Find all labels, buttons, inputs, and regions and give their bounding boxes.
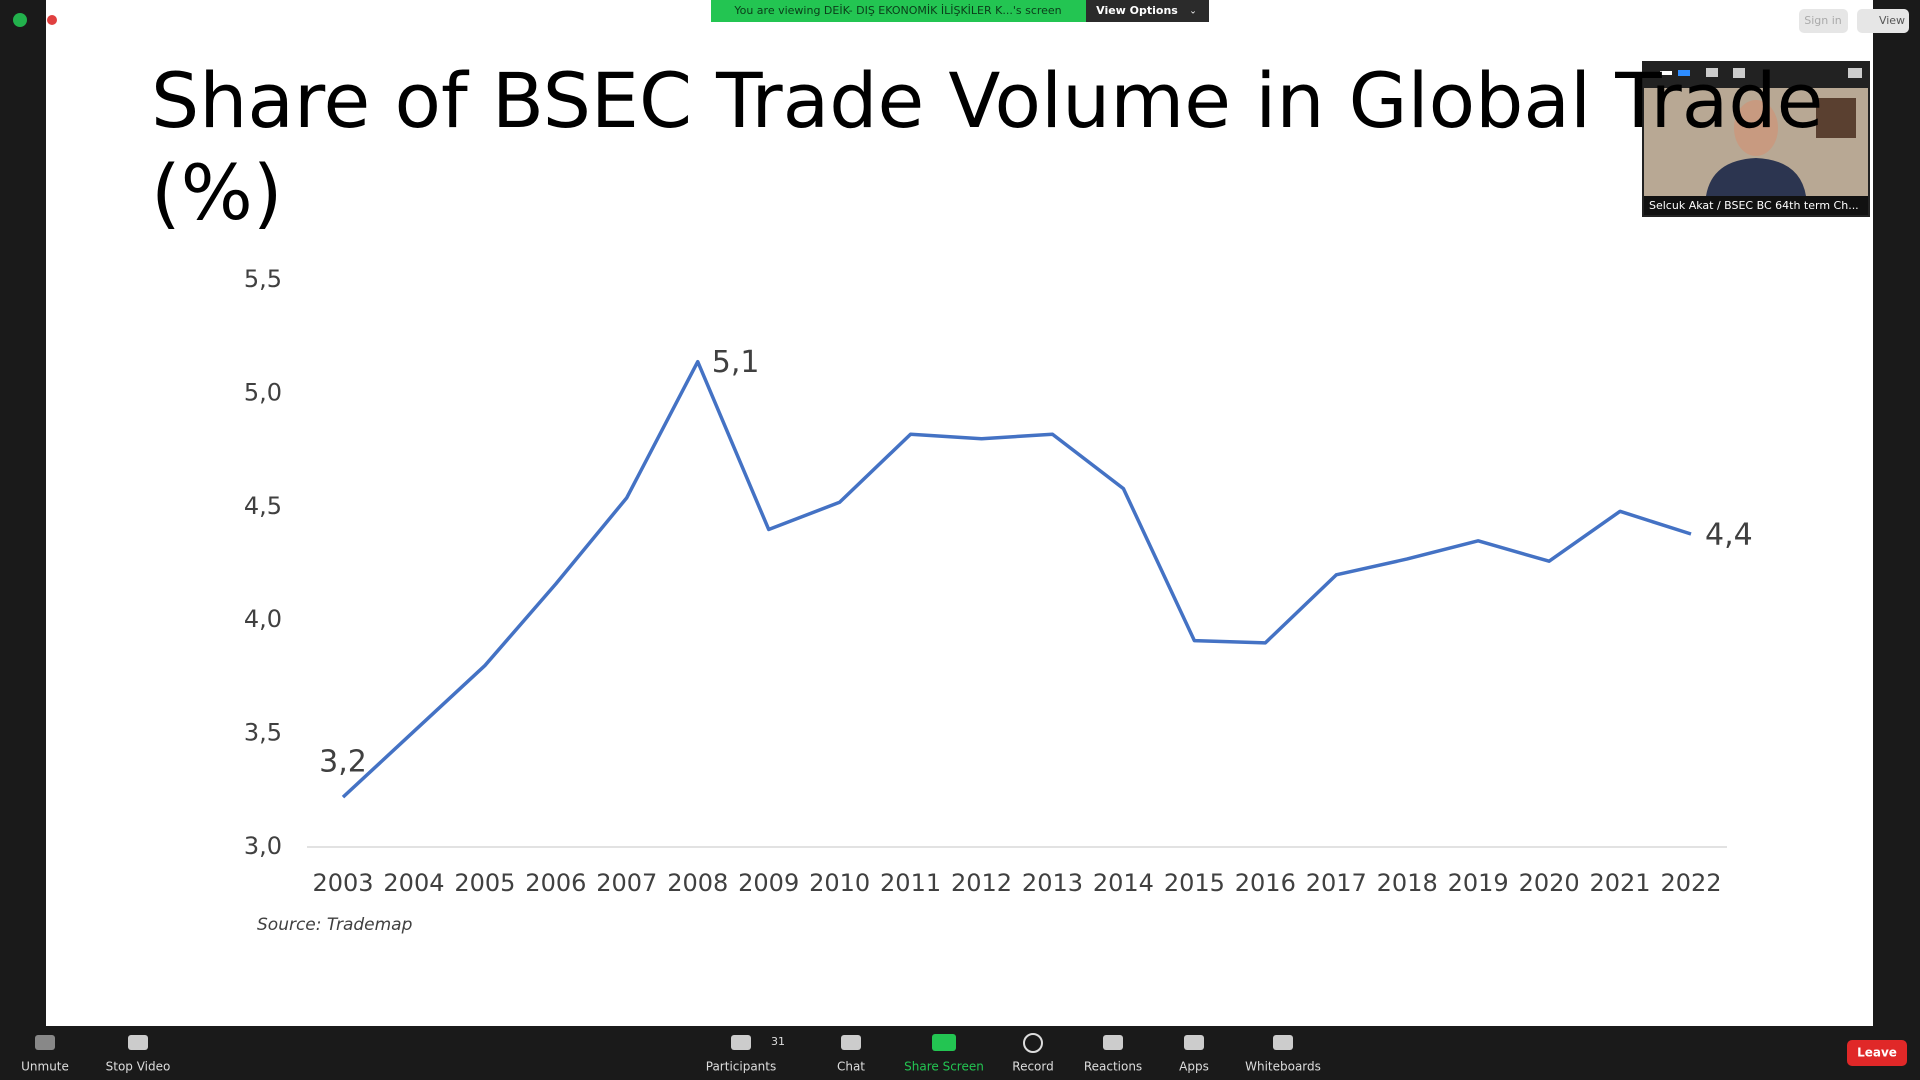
video-ctrl xyxy=(1660,71,1672,75)
leave-label[interactable]: Leave xyxy=(1857,1046,1897,1060)
data-label: 3,2 xyxy=(319,745,367,780)
toolbar-icon[interactable] xyxy=(1273,1035,1293,1050)
security-icon xyxy=(13,13,27,27)
toolbar-label[interactable]: Record xyxy=(1012,1060,1053,1074)
chart-title: Share of BSEC Trade Volume in Global Tra… xyxy=(151,56,1823,145)
x-tick-label: 2015 xyxy=(1164,869,1225,897)
toolbar-label[interactable]: Stop Video xyxy=(106,1060,171,1074)
sign-in-button[interactable] xyxy=(1799,9,1848,33)
video-ctrl xyxy=(1678,70,1690,76)
x-tick-label: 2020 xyxy=(1519,869,1580,897)
view-button[interactable] xyxy=(1857,9,1909,33)
y-tick-label: 4,0 xyxy=(244,605,282,633)
toolbar-label[interactable]: Apps xyxy=(1179,1060,1209,1074)
source-note: Source: Trademap xyxy=(257,915,413,935)
plot: 3,0 3,5 4,0 4,5 5,0 5,5 2003 2004 2005 2006 2007 20… xyxy=(244,265,1753,897)
toolbar-icon[interactable] xyxy=(932,1034,956,1051)
data-label: 4,4 xyxy=(1705,518,1753,553)
video-ctrl xyxy=(1848,68,1862,78)
x-tick-label: 2021 xyxy=(1590,869,1651,897)
sign-in-label[interactable]: Sign in xyxy=(1804,14,1842,27)
chart-title: (%) xyxy=(151,148,283,237)
x-tick-label: 2012 xyxy=(951,869,1012,897)
leave-button[interactable] xyxy=(1847,1040,1907,1066)
toolbar-icon[interactable] xyxy=(35,1035,55,1050)
x-tick-label: 2017 xyxy=(1306,869,1367,897)
toolbar-icon[interactable] xyxy=(841,1035,861,1050)
dropdown-arrow[interactable]: ⌄ xyxy=(1189,7,1197,17)
y-tick-label: 5,5 xyxy=(244,265,282,293)
toolbar-icon[interactable] xyxy=(1023,1033,1043,1053)
x-tick-label: 2011 xyxy=(880,869,941,897)
x-tick-label: 2004 xyxy=(383,869,444,897)
toolbar-label[interactable]: Chat xyxy=(837,1060,865,1074)
toolbar-icon[interactable] xyxy=(128,1035,148,1050)
toolbar-icon[interactable] xyxy=(1184,1035,1204,1050)
x-tick-label: 2008 xyxy=(667,869,728,897)
share-banner xyxy=(711,0,1086,22)
slide xyxy=(46,0,1873,1026)
video-ctrl xyxy=(1706,68,1718,77)
x-tick-label: 2005 xyxy=(454,869,515,897)
data-label: 5,1 xyxy=(712,345,760,380)
y-tick-label: 3,5 xyxy=(244,719,282,747)
x-tick-label: 2013 xyxy=(1022,869,1083,897)
video-face xyxy=(1734,100,1778,156)
participant-name: Selcuk Akat / BSEC BC 64th term Ch... xyxy=(1649,199,1859,212)
x-tick-label: 2019 xyxy=(1448,869,1509,897)
x-tick-label: 2010 xyxy=(809,869,870,897)
share-banner-text: You are viewing DEİK- DIŞ EKONOMİK İLİŞK… xyxy=(733,4,1061,17)
line-series xyxy=(341,359,1692,799)
toolbar-label[interactable]: Unmute xyxy=(21,1060,69,1074)
video-painting xyxy=(1816,98,1856,138)
y-tick-label: 5,0 xyxy=(244,378,282,406)
participant-count: 31 xyxy=(771,1035,785,1048)
toolbar-label[interactable]: Share Screen xyxy=(904,1060,984,1074)
view-options-button[interactable] xyxy=(1086,0,1209,22)
video-ctrl xyxy=(1733,68,1745,78)
toolbar-label[interactable]: Participants xyxy=(706,1060,777,1074)
video-suit xyxy=(1706,158,1806,196)
x-tick-label: 2014 xyxy=(1093,869,1154,897)
x-tick-label: 2018 xyxy=(1377,869,1438,897)
recording-dot xyxy=(47,15,57,25)
view-options-label[interactable]: View Options xyxy=(1096,4,1178,17)
toolbar xyxy=(0,1026,1920,1080)
x-tick-label: 2016 xyxy=(1235,869,1296,897)
view-label[interactable]: View xyxy=(1879,14,1905,27)
name-tag xyxy=(1644,196,1868,215)
toolbar-items: Unmute Stop Video Participants Chat Share Sc… xyxy=(21,1033,1321,1074)
x-tick-label: 2006 xyxy=(525,869,586,897)
toolbar-label[interactable]: Reactions xyxy=(1084,1060,1142,1074)
x-tick-label: 2009 xyxy=(738,869,799,897)
toolbar-icon[interactable] xyxy=(731,1035,751,1050)
toolbar-label[interactable]: Whiteboards xyxy=(1245,1060,1321,1074)
x-tick-label: 2003 xyxy=(312,869,373,897)
y-tick-label: 4,5 xyxy=(244,492,282,520)
toolbar-icon[interactable] xyxy=(1103,1035,1123,1050)
x-tick-label: 2007 xyxy=(596,869,657,897)
x-tick-label: 2022 xyxy=(1660,869,1721,897)
y-tick-label: 3,0 xyxy=(244,832,282,860)
